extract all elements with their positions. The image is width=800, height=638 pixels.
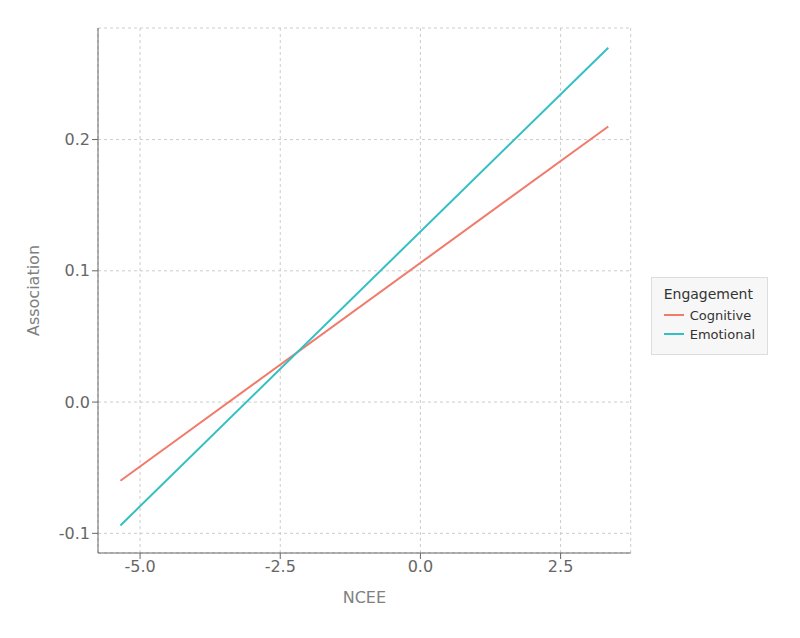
svg-text:0.0: 0.0: [65, 393, 90, 412]
svg-text:0.0: 0.0: [408, 557, 433, 576]
html-text:Cognitive: Cognitive: [689, 307, 752, 323]
svg-text:2.5: 2.5: [548, 557, 573, 576]
html-text:Engagement: Engagement: [663, 285, 753, 302]
svg-text:NCEE: NCEE: [343, 588, 386, 607]
html-text:Emotional: Emotional: [689, 326, 755, 342]
svg-text:0.1: 0.1: [65, 261, 90, 280]
svg-text:-5.0: -5.0: [124, 557, 155, 576]
svg-text:Association: Association: [24, 245, 43, 336]
svg-text:0.2: 0.2: [65, 130, 90, 149]
svg-text:-2.5: -2.5: [265, 557, 296, 576]
svg-text:-0.1: -0.1: [59, 524, 90, 543]
